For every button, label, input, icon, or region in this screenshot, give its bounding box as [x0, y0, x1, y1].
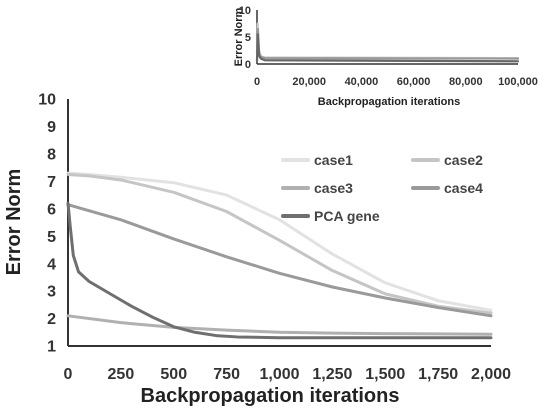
main-series-line-case1 [66, 171, 493, 312]
legend: case1 case2 case3 case4 PCA gene [281, 152, 483, 224]
main-y-tick-label: 6 [47, 201, 56, 218]
main-y-tick-label: 10 [38, 92, 56, 109]
legend-label-case4: case4 [444, 180, 483, 196]
main-x-tick-label: 1,500 [365, 366, 405, 383]
inset-y-tick-label: 0 [245, 59, 251, 71]
inset-x-axis-title: Backpropagation iterations [318, 96, 460, 108]
inset-y-tick-label: 10 [239, 5, 251, 17]
main-x-tick-label: 1,250 [312, 366, 352, 383]
legend-label-pca-gene: PCA gene [314, 208, 380, 224]
main-y-tick-label: 5 [47, 229, 56, 246]
inset-y-axis-title: Error Norm [233, 7, 245, 66]
main-y-tick-label: 7 [47, 174, 56, 191]
main-x-axis-title: Backpropagation iterations [141, 385, 400, 407]
inset-x-tick-label: 0 [254, 76, 260, 88]
main-x-tick-label: 750 [213, 366, 240, 383]
inset-y-tick-label: 5 [245, 32, 251, 44]
main-x-tick-label: 1,000 [259, 366, 299, 383]
main-series-line-case2 [66, 172, 493, 315]
inset-x-tick-label: 60,000 [397, 76, 431, 88]
main-y-tick-label: 2 [47, 311, 56, 328]
main-x-tick-label: 2,000 [471, 366, 511, 383]
main-series-line-case3 [66, 314, 493, 336]
inset-series-line-2 [255, 27, 520, 60]
main-y-tick-label: 4 [47, 256, 56, 273]
inset-series-line-1 [255, 22, 520, 60]
main-y-tick-label: 1 [47, 339, 56, 356]
inset-x-tick-label: 40,000 [345, 76, 379, 88]
legend-label-case3: case3 [314, 180, 353, 196]
main-y-tick-label: 9 [47, 119, 56, 136]
inset-x-tick-label: 100,000 [498, 76, 538, 88]
main-x-tick-label: 250 [108, 366, 135, 383]
main-x-tick-label: 0 [64, 366, 73, 383]
main-y-tick-label: 8 [47, 146, 56, 163]
main-plot-area: 1 2 3 4 5 6 7 8 9 10 0 250 500 750 1,000 1,250 1,500 1,75… [38, 92, 511, 383]
main-chart: Error Norm Backpropagation iterations 1 2… [3, 92, 511, 407]
inset-x-tick-label: 20,000 [292, 76, 326, 88]
main-x-tick-label: 500 [160, 366, 187, 383]
inset-x-tick-label: 80,000 [449, 76, 483, 88]
inset-chart: Error Norm Backpropagation iterations 0 5… [233, 5, 538, 108]
main-y-axis-title: Error Norm [3, 169, 25, 276]
main-series-line-case4 [66, 203, 493, 318]
legend-label-case2: case2 [444, 152, 483, 168]
main-series-line-pca-gene [66, 201, 493, 340]
legend-label-case1: case1 [314, 152, 353, 168]
main-x-tick-label: 1,750 [418, 366, 458, 383]
inset-series-line-3 [255, 33, 520, 63]
inset-plot-area: 0 5 10 0 20,000 40,000 60,000 80,000 100,000 [239, 5, 538, 88]
main-y-tick-label: 3 [47, 284, 56, 301]
